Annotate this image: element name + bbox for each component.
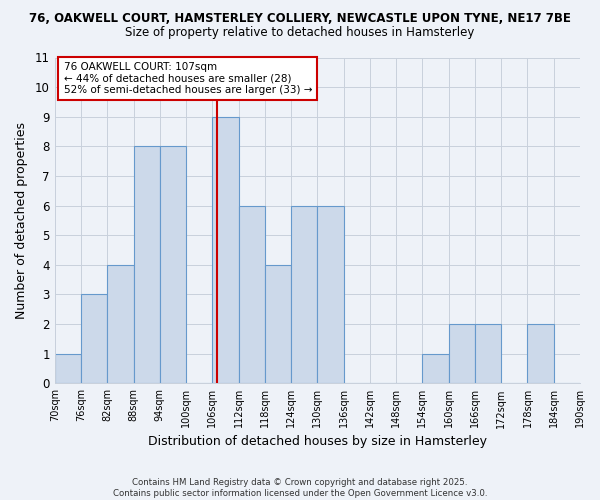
Bar (212, 116, 239, 384)
Bar (475, 324, 501, 384)
X-axis label: Distribution of detached houses by size in Hamsterley: Distribution of detached houses by size … (148, 434, 487, 448)
Text: 76, OAKWELL COURT, HAMSTERLEY COLLIERY, NEWCASTLE UPON TYNE, NE17 7BE: 76, OAKWELL COURT, HAMSTERLEY COLLIERY, … (29, 12, 571, 26)
Text: 76 OAKWELL COURT: 107sqm
← 44% of detached houses are smaller (28)
52% of semi-d: 76 OAKWELL COURT: 107sqm ← 44% of detach… (64, 62, 312, 95)
Bar (265, 265, 291, 384)
Bar (107, 265, 134, 384)
Bar (449, 324, 475, 384)
Bar (422, 354, 449, 384)
Bar (527, 324, 554, 384)
Bar (55, 354, 81, 384)
Bar (291, 206, 317, 384)
Text: Contains HM Land Registry data © Crown copyright and database right 2025.
Contai: Contains HM Land Registry data © Crown c… (113, 478, 487, 498)
Bar (160, 146, 186, 384)
Bar (317, 206, 344, 384)
Text: Size of property relative to detached houses in Hamsterley: Size of property relative to detached ho… (125, 26, 475, 39)
Y-axis label: Number of detached properties: Number of detached properties (15, 122, 28, 319)
Bar (239, 206, 265, 384)
Bar (81, 294, 107, 384)
Bar (134, 146, 160, 384)
